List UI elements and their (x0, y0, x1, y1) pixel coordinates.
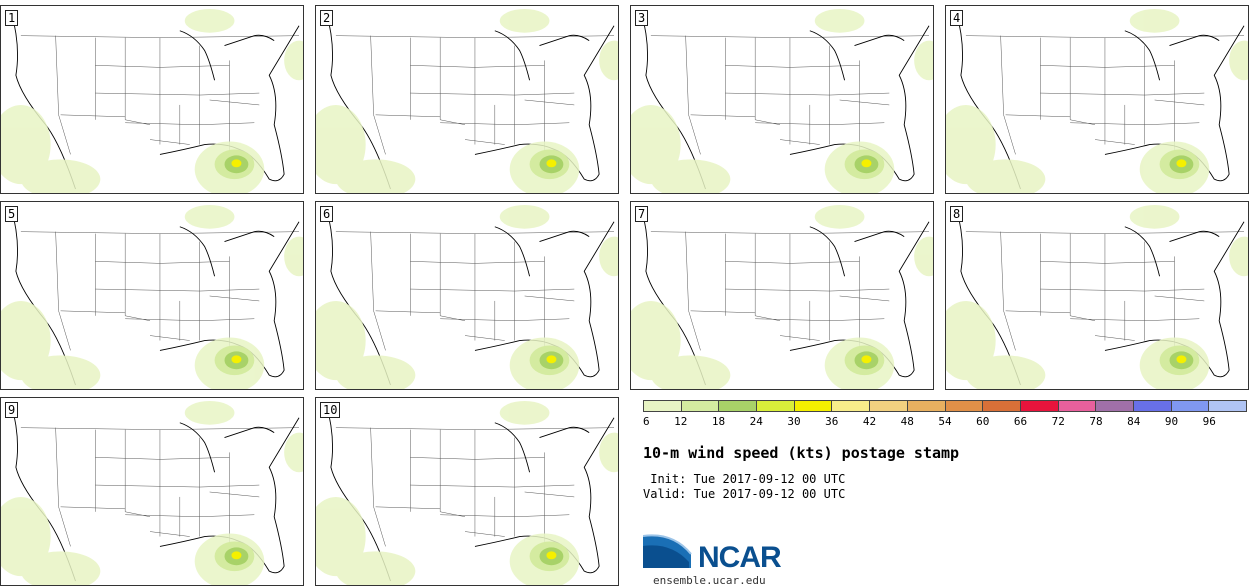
colorbar-segment (983, 401, 1021, 411)
wind-speed-map (316, 8, 618, 193)
colorbar-segment (1133, 401, 1172, 411)
member-label: 5 (5, 206, 19, 222)
map-panel-8: 8 (945, 201, 1249, 390)
map-panel-3: 3 (630, 5, 934, 194)
member-label: 10 (320, 402, 341, 418)
colorbar-tick-label: 6 (643, 415, 650, 428)
wind-speed-map (1, 400, 303, 585)
map-panel-7: 7 (630, 201, 934, 390)
colorbar-segment (907, 401, 946, 411)
colorbar-segment (681, 401, 720, 411)
wind-speed-map (316, 400, 618, 585)
colorbar-segment (1171, 401, 1210, 411)
colorbar-tick-label: 78 (1089, 415, 1103, 428)
member-label: 4 (950, 10, 964, 26)
colorbar-segment (644, 401, 682, 411)
colorbar-tick-label: 90 (1164, 415, 1179, 428)
wind-speed-map (631, 8, 933, 193)
colorbar-tick-label: 84 (1127, 415, 1141, 428)
member-label: 3 (635, 10, 649, 26)
colorbar-tick-label: 48 (900, 415, 914, 428)
colorbar-segment (719, 401, 758, 411)
colorbar-tick-label: 12 (674, 415, 688, 428)
member-label: 7 (635, 206, 649, 222)
colorbar-tick-label: 18 (711, 415, 726, 428)
colorbar (643, 400, 1247, 412)
wind-speed-map (946, 8, 1248, 193)
member-label: 1 (5, 10, 19, 26)
map-panel-9: 9 (0, 397, 304, 586)
map-panel-5: 5 (0, 201, 304, 390)
map-panel-2: 2 (315, 5, 619, 194)
colorbar-segment (757, 401, 795, 411)
colorbar-segment (832, 401, 871, 411)
logo-url: ensemble.ucar.edu (653, 574, 766, 587)
colorbar-segment (1096, 401, 1134, 411)
colorbar-segment (794, 401, 833, 411)
member-label: 9 (5, 402, 19, 418)
colorbar-segment (945, 401, 984, 411)
colorbar-tick-label: 96 (1202, 415, 1216, 428)
valid-time: Valid: Tue 2017-09-12 00 UTC (643, 487, 846, 501)
wind-speed-map (1, 8, 303, 193)
logo-text: NCAR (698, 541, 782, 574)
plot-title: 10-m wind speed (kts) postage stamp (643, 444, 960, 462)
member-label: 2 (320, 10, 334, 26)
colorbar-tick-label: 60 (976, 415, 990, 428)
map-panel-10: 10 (315, 397, 619, 586)
colorbar-segment (870, 401, 908, 411)
init-time: Init: Tue 2017-09-12 00 UTC (643, 472, 846, 486)
wind-speed-map (946, 204, 1248, 389)
colorbar-tick-label: 24 (749, 415, 763, 428)
colorbar-tick-label: 66 (1013, 415, 1028, 428)
colorbar-tick-label: 72 (1051, 415, 1065, 428)
ncar-logo-icon (643, 534, 692, 568)
colorbar-tick-label: 54 (938, 415, 952, 428)
wind-speed-map (631, 204, 933, 389)
map-panel-4: 4 (945, 5, 1249, 194)
colorbar-tick-label: 36 (825, 415, 839, 428)
colorbar-segment (1020, 401, 1059, 411)
map-panel-1: 1 (0, 5, 304, 194)
colorbar-tick-label: 42 (862, 415, 877, 428)
map-panel-6: 6 (315, 201, 619, 390)
colorbar-segment (1209, 401, 1246, 411)
wind-speed-map (1, 204, 303, 389)
colorbar-tick-label: 30 (787, 415, 801, 428)
colorbar-segment (1058, 401, 1097, 411)
wind-speed-map (316, 204, 618, 389)
member-label: 6 (320, 206, 334, 222)
member-label: 8 (950, 206, 964, 222)
